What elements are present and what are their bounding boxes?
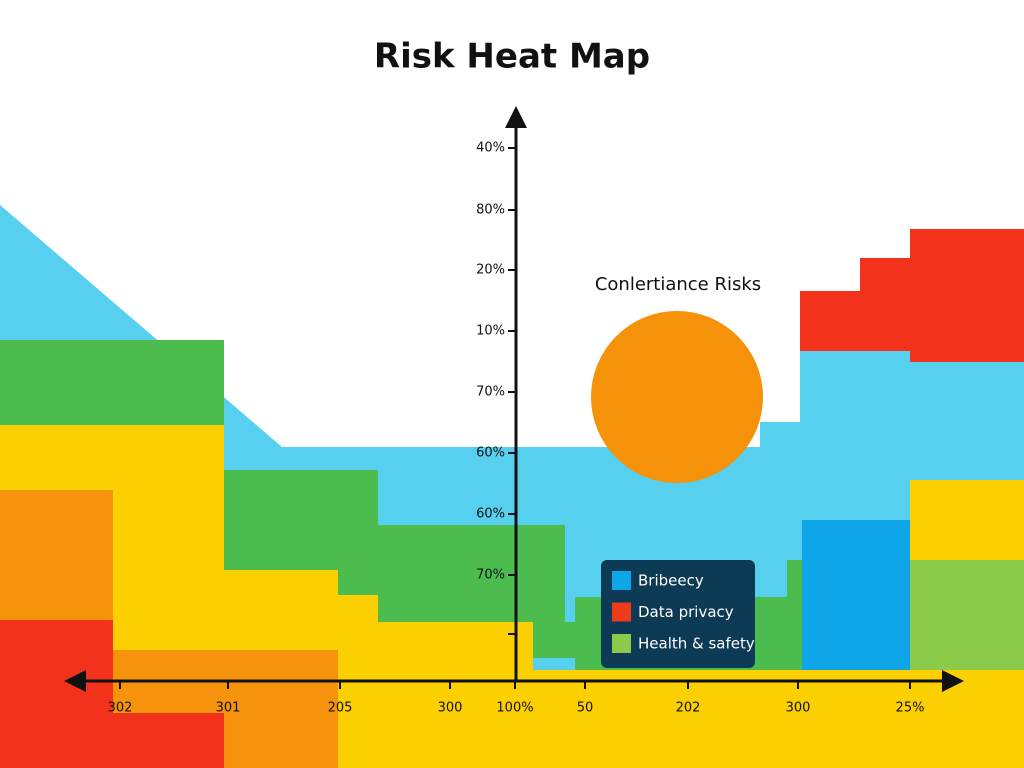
y-tick-label: 80% [476,203,505,218]
x-tick-label: 25% [896,701,925,716]
x-tick-label: 302 [108,701,133,716]
arrow [942,670,964,692]
region [378,622,533,768]
region [0,620,113,768]
y-tick-label: 70% [476,568,505,583]
x-tick-label: 301 [216,701,241,716]
x-tick-label: 300 [786,701,811,716]
y-tick-label: 20% [476,263,505,278]
title: Risk Heat Map [374,37,650,77]
region [910,480,1024,560]
arrow [505,106,527,128]
region [802,520,910,670]
region [860,258,910,351]
x-tick-label: 205 [328,701,353,716]
y-tick-label: 40% [476,141,505,156]
region [378,525,565,622]
y-tick-label: 70% [476,385,505,400]
regions [0,205,1024,768]
legend-swatch [612,571,631,590]
x-tick-label: 202 [676,701,701,716]
region [910,560,1024,670]
y-tick-label: 60% [476,507,505,522]
x-tick-label: 300 [438,701,463,716]
region [113,713,224,768]
region [0,490,113,620]
region [787,560,802,670]
legend-swatch [612,602,631,622]
x-tick-label: 50 [577,701,594,716]
y-tick-label: 60% [476,446,505,461]
legend-label: Health & safety [638,635,755,653]
legend-label: Bribeecy [638,572,704,590]
region [800,291,860,351]
region [910,229,1024,362]
region [224,470,378,570]
region [533,622,575,658]
region [224,570,338,650]
legend-label: Data privacy [638,603,734,621]
risk-bubble [591,311,763,483]
y-tick-label: 10% [476,324,505,339]
region [0,340,224,425]
legend-swatch [612,634,631,653]
x-tick-label: 100% [496,701,533,716]
region [338,570,378,595]
arrow [64,670,86,692]
annotation: Conlertiance Risks [595,274,761,295]
legend-box [601,560,755,668]
